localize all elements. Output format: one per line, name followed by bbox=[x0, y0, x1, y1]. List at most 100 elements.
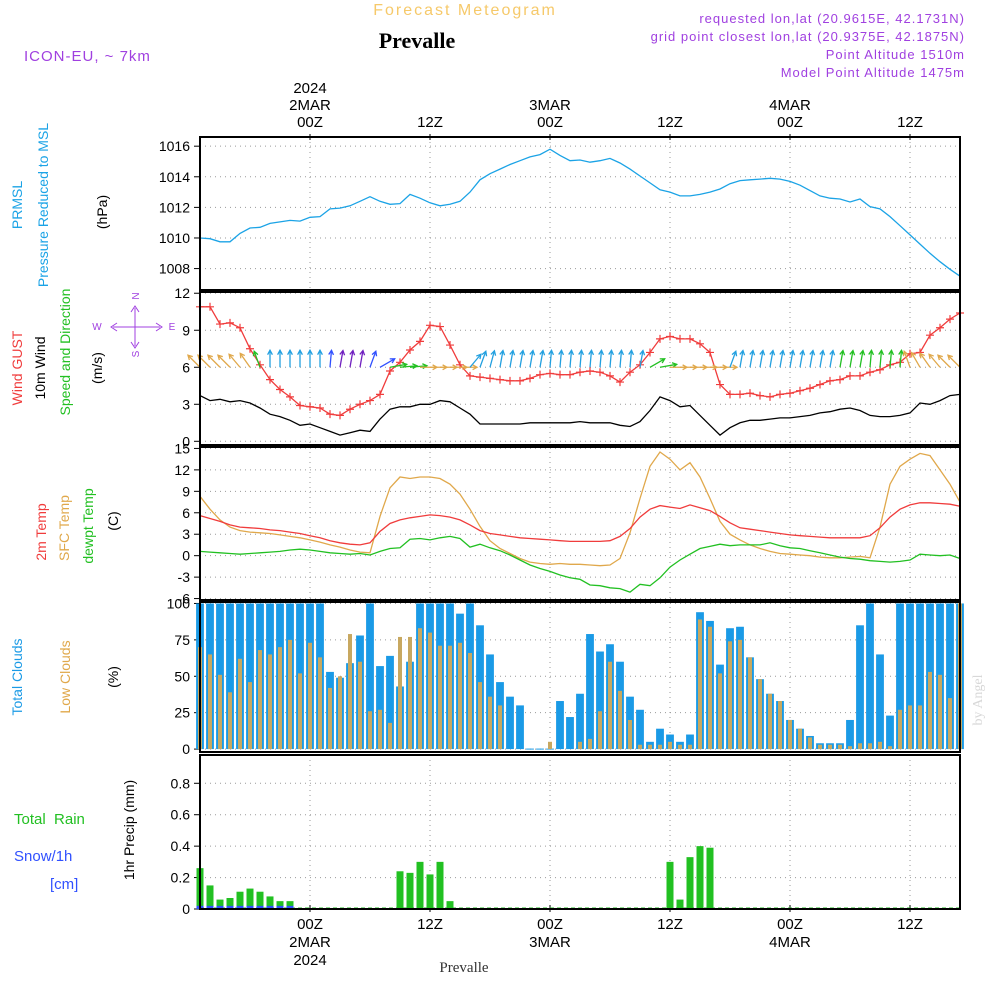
rain-bar bbox=[276, 901, 284, 909]
wind-arrow-head bbox=[947, 354, 953, 361]
low-cloud-bar bbox=[888, 746, 892, 750]
low-cloud-bar bbox=[498, 705, 502, 750]
snow-unit-label: [cm] bbox=[50, 876, 78, 893]
precip-ytick-label: 0.4 bbox=[171, 838, 191, 854]
gust-marker bbox=[786, 389, 794, 398]
gust-marker bbox=[556, 370, 564, 379]
wind-direction-arrow bbox=[779, 349, 786, 368]
low-cloud-bar bbox=[808, 737, 812, 750]
temperature-ytick-label: 15 bbox=[174, 440, 190, 456]
wind-arrow-shaft bbox=[859, 350, 864, 368]
wind-arrow-head bbox=[339, 349, 346, 356]
wind-arrow-head bbox=[359, 349, 366, 356]
wind-arrow-head bbox=[519, 349, 526, 356]
clouds-unit: (%) bbox=[105, 666, 121, 688]
wind-arrow-head bbox=[239, 352, 246, 359]
top-time-label: 2MAR bbox=[289, 97, 331, 114]
wind-direction-arrow bbox=[639, 349, 646, 368]
wind-arrow-shaft bbox=[479, 351, 487, 368]
wind-arrow-head bbox=[910, 351, 917, 358]
gust-marker bbox=[866, 368, 874, 377]
gust-marker bbox=[246, 344, 254, 353]
wind-arrow-shaft bbox=[809, 350, 814, 368]
wind-direction-arrow bbox=[878, 348, 885, 368]
low-cloud-bar bbox=[778, 701, 782, 750]
clouds-ytick-label: 0 bbox=[182, 741, 190, 757]
wind-unit: (m/s) bbox=[89, 352, 105, 384]
wind-arrow-head bbox=[898, 348, 905, 356]
wind-direction-arrow bbox=[618, 348, 625, 368]
gust-marker bbox=[446, 341, 454, 350]
gust-marker bbox=[576, 368, 584, 377]
gust-label: Wind GUST bbox=[9, 330, 25, 405]
gust-marker bbox=[696, 339, 704, 348]
bottom-time-label: 00Z bbox=[777, 916, 803, 933]
snow-bar bbox=[256, 905, 264, 909]
top-time-label: 00Z bbox=[297, 114, 323, 131]
total-cloud-bar bbox=[886, 715, 894, 750]
low-cloud-bar bbox=[588, 738, 592, 750]
total-cloud-bar bbox=[946, 603, 954, 750]
gust-marker bbox=[316, 403, 324, 412]
precip-side-labels: Total Rain Snow/1h [cm] 1hr Precip (mm) bbox=[14, 780, 137, 893]
wind-arrow-shaft bbox=[253, 351, 261, 368]
wind-direction-arrow bbox=[888, 348, 895, 368]
gust-marker bbox=[276, 385, 284, 394]
gust-marker bbox=[286, 392, 294, 401]
wind-arrow-shaft bbox=[947, 354, 961, 368]
low-cloud-bar bbox=[228, 692, 232, 750]
wind-arrow-shaft bbox=[739, 350, 744, 368]
wind-arrow-head bbox=[769, 349, 776, 356]
gust-marker bbox=[856, 371, 864, 380]
low-cloud-bar bbox=[878, 741, 882, 750]
wind-direction-arrow bbox=[849, 349, 856, 368]
wind-arrow-head bbox=[481, 350, 488, 357]
clouds-ytick-label: 25 bbox=[174, 705, 190, 721]
wind-direction-arrow bbox=[548, 348, 555, 368]
low-cloud-bar bbox=[868, 743, 872, 750]
wind-arrow-head bbox=[529, 349, 536, 356]
wind-direction-arrow bbox=[399, 363, 419, 370]
wind-arrow-shaft bbox=[529, 350, 534, 368]
wind-arrow-head bbox=[328, 348, 335, 356]
rain-bar bbox=[256, 891, 264, 909]
wind-direction-arrow bbox=[519, 349, 526, 368]
low-cloud-bar bbox=[858, 743, 862, 750]
wind-direction-arrow bbox=[749, 349, 756, 368]
wind-arrow-head bbox=[659, 358, 666, 364]
wind-arrow-shaft bbox=[409, 365, 427, 368]
top-time-label: 4MAR bbox=[769, 97, 811, 114]
low-cloud-bar bbox=[408, 636, 412, 750]
total-cloud-bar bbox=[586, 634, 594, 750]
wind-arrow-shaft bbox=[379, 358, 396, 368]
top-time-label: 00Z bbox=[777, 114, 803, 131]
wind-arrow-shaft bbox=[769, 350, 774, 368]
wind-arrow-head bbox=[548, 348, 555, 356]
wind-arrow-shaft bbox=[369, 351, 377, 368]
wind-direction-arrow bbox=[217, 354, 231, 368]
wind-arrow-head bbox=[297, 348, 303, 355]
wind-direction-arrow bbox=[720, 364, 739, 371]
gust-marker bbox=[946, 315, 954, 324]
low-cloud-bar bbox=[398, 636, 402, 750]
wind-direction-arrow bbox=[947, 354, 961, 368]
rain-bar bbox=[216, 899, 224, 909]
wind-arrow-head bbox=[476, 353, 482, 360]
wind-arrow-head bbox=[819, 349, 826, 356]
rain-label: Total Rain bbox=[14, 811, 85, 828]
temperature-ytick-label: 0 bbox=[182, 548, 190, 564]
low-cloud-bar bbox=[368, 711, 372, 750]
wind-arrow-shaft bbox=[187, 354, 201, 368]
wind-arrow-head bbox=[509, 349, 516, 356]
wind-arrow-shaft bbox=[359, 350, 364, 368]
grid-point-coords: grid point closest lon,lat (20.9375E, 42… bbox=[651, 29, 965, 44]
gust-marker bbox=[466, 371, 474, 380]
wind-arrow-shaft bbox=[899, 350, 903, 368]
wind-arrow-shaft bbox=[559, 350, 563, 368]
snow-bar bbox=[216, 905, 224, 909]
gust-marker bbox=[736, 390, 744, 399]
gust-marker bbox=[686, 334, 694, 343]
low-cloud-bar bbox=[608, 661, 612, 750]
pressure-ytick-label: 1016 bbox=[159, 138, 190, 154]
